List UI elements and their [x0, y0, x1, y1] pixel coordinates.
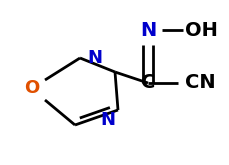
Text: N: N	[87, 49, 103, 67]
Text: OH: OH	[185, 20, 218, 39]
Text: N: N	[101, 111, 115, 129]
Text: C: C	[141, 73, 155, 93]
Text: CN: CN	[185, 73, 216, 93]
Text: N: N	[140, 20, 156, 39]
Text: O: O	[24, 79, 40, 97]
